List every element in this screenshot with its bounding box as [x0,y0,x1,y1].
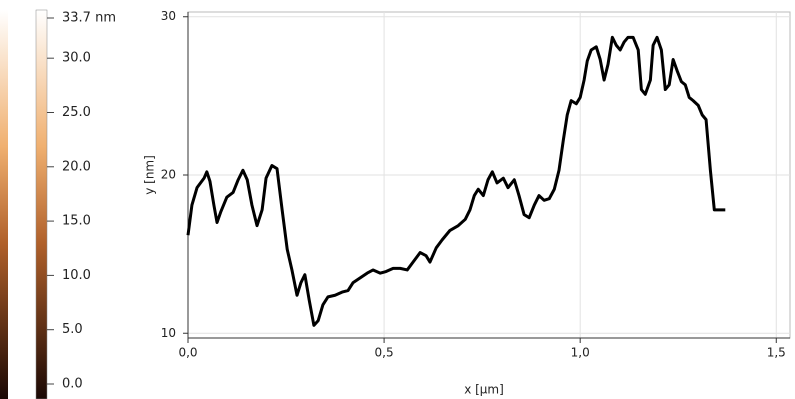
y-axis-label: y [nm] [143,155,157,195]
screen: 33.7 nm 30.0 25.0 20.0 15.0 10.0 5.0 0.0 x [µm]… [0,0,795,399]
colorbar-label: 20.0 [62,159,91,174]
colorbar-label: 33.7 nm [62,11,116,26]
colorbar-label: 5.0 [62,322,83,337]
x-tick-label: 1,5 [767,346,786,360]
x-tick-label: 1,0 [571,346,590,360]
colorbar-label: 0.0 [62,377,83,392]
colorbar-label: 15.0 [62,214,91,229]
colorbar-label: 25.0 [62,105,91,120]
colorbar-label: 30.0 [62,51,91,66]
y-tick-label: 20 [161,168,176,182]
colorbar [36,10,47,399]
x-tick-label: 0,5 [375,346,394,360]
colorbar-strip [0,10,8,399]
page: {"colorbar": {"lim": [0, 33.7], "ticks":… [0,0,795,399]
y-tick-label: 10 [161,326,176,340]
colorbar-label: 10.0 [62,268,91,283]
x-tick-label: 0,0 [178,346,197,360]
y-tick-label: 30 [161,9,176,23]
x-axis-label: x [µm] [464,383,504,397]
